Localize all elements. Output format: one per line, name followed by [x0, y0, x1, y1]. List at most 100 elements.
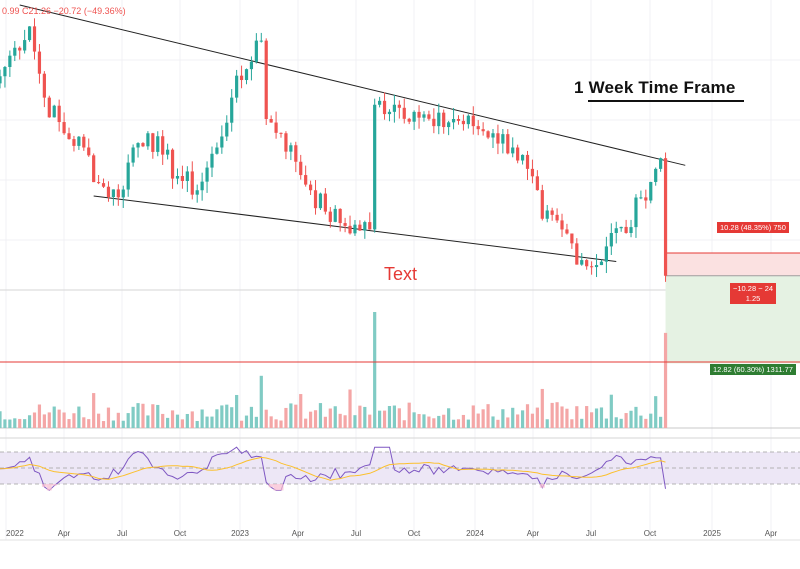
volume-bar-118	[580, 418, 584, 428]
volume-bar-27	[131, 406, 135, 428]
volume-bar-109	[535, 407, 539, 428]
candle-body-15	[72, 139, 76, 146]
candle-body-50	[244, 69, 249, 81]
rsi-oversold-57	[278, 484, 284, 491]
x-tick-label-9: Apr	[527, 529, 540, 538]
volume-bar-113	[555, 402, 559, 428]
volume-bar-15	[72, 413, 76, 428]
candle-body-45	[220, 136, 224, 148]
time-axis: 2022 Apr Jul Oct 2023 Apr Jul Oct 2024 Apr Jul Oct 2…	[6, 529, 778, 538]
volume-bar-81	[397, 408, 401, 428]
candle-body-62	[304, 175, 308, 185]
volume-bar-58	[284, 407, 288, 428]
x-tick-label-2: Jul	[117, 529, 127, 538]
volume-bar-46	[225, 404, 229, 428]
volume-bar-96	[471, 405, 475, 428]
candle-body-44	[215, 147, 219, 154]
candle-body-93	[456, 119, 461, 121]
candle-body-77	[378, 100, 382, 105]
candle-body-59	[289, 145, 293, 152]
stop-label[interactable]: 12.82 (60.30%) 1311.77	[710, 364, 796, 375]
rsi-ma-line	[0, 456, 666, 481]
candle-body-124	[609, 233, 613, 247]
volume-bar-106	[520, 410, 525, 428]
x-tick-label-10: Jul	[586, 529, 596, 538]
volume-bar-66	[323, 416, 327, 428]
candle-body-72	[353, 224, 357, 234]
candle-body-105	[516, 147, 520, 161]
volume-bar-91	[447, 408, 451, 428]
target-label[interactable]: 10.28 (48.35%) 750	[717, 222, 789, 233]
volume-bar-13	[62, 412, 66, 428]
volume-bar-65	[318, 403, 323, 428]
candle-body-55	[269, 119, 273, 123]
candle-body-92	[451, 119, 456, 123]
volume-bar-130	[639, 415, 643, 428]
volume-bar-75	[368, 414, 372, 428]
x-tick-label-5: Apr	[292, 529, 305, 538]
volume-bar-7	[32, 412, 37, 428]
candle-body-8	[37, 51, 42, 74]
volume-bar-33	[161, 413, 165, 428]
rsi-oversold-9	[41, 484, 47, 487]
x-tick-label-7: Oct	[408, 529, 421, 538]
volume-bar-92	[451, 419, 456, 428]
volume-bar-83	[407, 402, 411, 428]
volume-bar-104	[511, 407, 515, 428]
candle-body-118	[580, 260, 584, 265]
candle-body-79	[387, 111, 392, 115]
candle-body-21	[101, 183, 106, 187]
volume-bar-102	[501, 409, 505, 428]
candle-body-97	[476, 126, 480, 130]
candle-body-101	[496, 133, 500, 144]
candle-body-35	[170, 149, 175, 179]
entry-label-line1[interactable]: −10.28 − 24	[730, 283, 776, 294]
volume-bar-127	[624, 413, 628, 428]
candle-body-53	[259, 40, 263, 42]
candle-body-112	[550, 210, 554, 215]
volume-bar-18	[87, 419, 91, 428]
volume-bar-105	[516, 414, 520, 428]
volume-bar-90	[442, 414, 446, 428]
volume-bar-76	[373, 312, 377, 428]
volume-bar-38	[185, 413, 189, 428]
volume-bar-94	[461, 414, 466, 428]
volume-bar-4	[18, 418, 22, 428]
candle-body-94	[461, 120, 466, 125]
candle-body-12	[57, 105, 61, 123]
volume-bar-3	[13, 418, 17, 428]
entry-label-line2[interactable]: 1.25	[730, 293, 776, 304]
x-tick-label-6: Jul	[351, 529, 361, 538]
candle-body-32	[156, 136, 160, 152]
candle-body-102	[501, 134, 505, 144]
volume-bar-14	[67, 419, 71, 428]
x-tick-label-4: 2023	[231, 529, 249, 538]
candle-body-25	[121, 189, 125, 198]
volume-bar-80	[392, 405, 396, 428]
candle-body-11	[52, 105, 56, 118]
volume-bar-5	[23, 419, 27, 428]
title-underline	[588, 100, 744, 102]
volume-bar-60	[294, 404, 298, 428]
volume-bar-108	[530, 413, 535, 428]
volume-bar-42	[205, 416, 209, 428]
volume-bar-29	[141, 403, 145, 428]
volume-bar-117	[575, 406, 579, 428]
candle-body-20	[97, 182, 101, 184]
volume-bar-63	[308, 411, 313, 428]
volume-bar-36	[175, 414, 180, 428]
candle-body-51	[249, 61, 254, 70]
candle-body-38	[185, 171, 189, 181]
volume-bar-124	[609, 394, 613, 428]
candle-body-6	[27, 26, 32, 41]
volume-bar-114	[560, 406, 564, 428]
ohlc-readout: 0.99 C21.26 −20.72 (−49.36%)	[2, 6, 126, 16]
candle-body-66	[323, 193, 327, 212]
rsi-oversold-56	[273, 484, 279, 491]
candle-body-100	[491, 133, 495, 138]
volume-bar-45	[220, 405, 224, 428]
candle-body-10	[47, 97, 51, 118]
candle-body-36	[175, 176, 180, 179]
candle-body-31	[151, 133, 155, 152]
